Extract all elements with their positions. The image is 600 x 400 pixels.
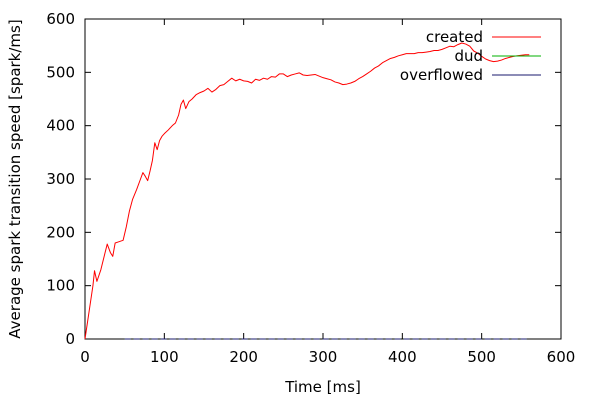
- axes: 0 100 200 300 400 500 600 0 100 200 300 400 500 600: [46, 10, 575, 366]
- y-tick-label: 400: [46, 117, 75, 135]
- x-tick-label: 500: [467, 348, 496, 366]
- x-tick-label: 300: [309, 348, 338, 366]
- legend-label-created: created: [426, 28, 483, 46]
- plot-frame: [84, 18, 562, 340]
- y-tick-label: 100: [46, 277, 75, 295]
- y-tick-label: 500: [46, 63, 75, 81]
- x-tick-label: 100: [150, 348, 179, 366]
- y-tick-label: 200: [46, 223, 75, 241]
- x-tick-label: 400: [388, 348, 417, 366]
- y-axis-title: Average spark transition speed [spark/ms…: [6, 19, 24, 338]
- legend-label-dud: dud: [454, 47, 483, 65]
- series-line-created: [84, 42, 530, 340]
- x-axis-title: Time [ms]: [284, 378, 361, 396]
- series-layer: [84, 42, 530, 340]
- y-tick-label: 600: [46, 10, 75, 28]
- y-tick-label: 0: [65, 330, 75, 348]
- x-tick-label: 200: [229, 348, 258, 366]
- x-tick-label: 600: [547, 348, 576, 366]
- y-tick-label: 300: [46, 170, 75, 188]
- x-tick-label: 0: [80, 348, 90, 366]
- legend-label-overflowed: overflowed: [400, 66, 483, 84]
